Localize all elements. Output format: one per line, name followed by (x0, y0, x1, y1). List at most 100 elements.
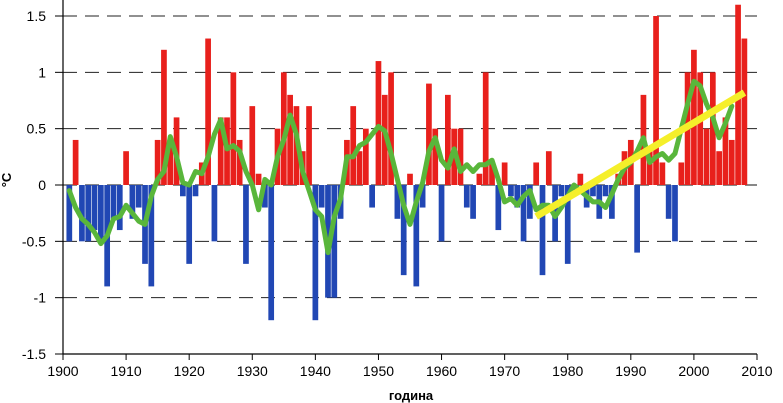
bar-1970 (501, 162, 508, 185)
bar-1960 (438, 185, 445, 242)
bar-1976 (539, 185, 546, 276)
bar-1902 (72, 139, 79, 185)
bar-1947 (356, 151, 363, 185)
bar-1906 (98, 185, 104, 242)
bar-1920 (186, 185, 193, 264)
bar-1931 (255, 173, 262, 185)
bar-1952 (388, 72, 394, 185)
bar-1948 (362, 128, 369, 185)
bar-1950 (375, 61, 382, 185)
bar-1932 (262, 185, 268, 208)
bar-1954 (400, 185, 407, 276)
bar-1986 (602, 185, 609, 197)
bar-1936 (287, 94, 293, 185)
bar-series (66, 4, 748, 321)
x-tick-label: 1990 (615, 363, 646, 379)
bar-1965 (470, 185, 476, 219)
bar-1957 (419, 185, 426, 208)
bar-1987 (609, 185, 615, 219)
bar-1917 (167, 139, 174, 185)
bar-1935 (280, 72, 287, 185)
bar-1993 (646, 151, 653, 185)
bar-1982 (577, 173, 584, 185)
bar-2001 (697, 72, 704, 185)
smoothed-line (66, 78, 735, 256)
x-tick-label: 1950 (363, 363, 394, 379)
bar-1972 (514, 185, 521, 208)
y-tick-label: 0 (38, 177, 46, 193)
bar-1979 (558, 185, 565, 197)
bar-1930 (249, 106, 256, 185)
bar-1977 (545, 151, 552, 185)
bar-1984 (590, 185, 596, 197)
bar-1991 (634, 185, 640, 253)
x-tick-label: 1920 (174, 363, 205, 379)
bar-1903 (79, 185, 85, 242)
bar-1969 (495, 185, 502, 231)
bar-1933 (268, 185, 275, 321)
line-layer (66, 78, 747, 256)
bar-1998 (678, 162, 685, 185)
bar-1924 (211, 185, 218, 242)
bar-1921 (192, 185, 199, 197)
x-tick-label: 1900 (47, 363, 78, 379)
bar-1974 (527, 185, 533, 219)
bar-1940 (312, 185, 319, 321)
bar-2003 (709, 72, 716, 185)
bar-1939 (306, 106, 312, 185)
bar-1967 (482, 72, 489, 185)
bar-1912 (135, 185, 142, 208)
y-tick-label: 0.5 (27, 121, 47, 137)
bar-1994 (653, 16, 659, 185)
y-axis-title: °C (0, 172, 14, 187)
x-tick-label: 1960 (426, 363, 457, 379)
x-tick-label: 1910 (111, 363, 142, 379)
x-axis-title: година (389, 388, 434, 403)
bar-1929 (243, 185, 249, 264)
bar-1949 (369, 185, 375, 208)
bar-1919 (180, 185, 186, 197)
bar-2006 (728, 139, 735, 185)
bar-1946 (350, 106, 357, 185)
bar-1995 (659, 162, 666, 185)
bar-1905 (91, 185, 98, 231)
bar-1980 (564, 185, 571, 264)
bar-1941 (318, 185, 325, 208)
bar-1909 (116, 185, 123, 231)
bar-1958 (426, 83, 432, 185)
bar-1955 (407, 173, 413, 185)
bar-1953 (394, 185, 401, 219)
y-tick-label: -1 (34, 290, 47, 306)
bar-2005 (722, 117, 729, 185)
bar-1904 (85, 185, 92, 242)
x-tick-label: 1940 (300, 363, 331, 379)
bar-1916 (161, 49, 167, 185)
x-tick-label: 2000 (678, 363, 709, 379)
bar-2002 (703, 128, 710, 185)
y-tick-label: 1.5 (27, 8, 47, 24)
bar-1908 (110, 185, 117, 219)
bar-2008 (741, 38, 748, 186)
bar-1923 (205, 38, 211, 186)
y-tick-label: -1.5 (22, 346, 46, 362)
bar-1928 (236, 139, 243, 185)
x-tick-label: 1970 (489, 363, 520, 379)
bar-2004 (716, 151, 722, 185)
bar-1925 (217, 117, 224, 185)
bar-1956 (413, 185, 420, 287)
bar-1914 (148, 185, 155, 287)
trend-line (534, 89, 747, 220)
x-tick-label: 1930 (237, 363, 268, 379)
y-tick-label: 1 (38, 64, 46, 80)
bar-1910 (123, 151, 129, 185)
bar-1911 (129, 185, 136, 219)
bar-1964 (463, 185, 470, 208)
bar-1996 (665, 185, 672, 219)
bar-1959 (432, 128, 439, 185)
x-tick-label: 1980 (552, 363, 583, 379)
bar-2000 (691, 49, 697, 185)
bar-1961 (445, 94, 451, 185)
bar-1971 (508, 185, 514, 197)
